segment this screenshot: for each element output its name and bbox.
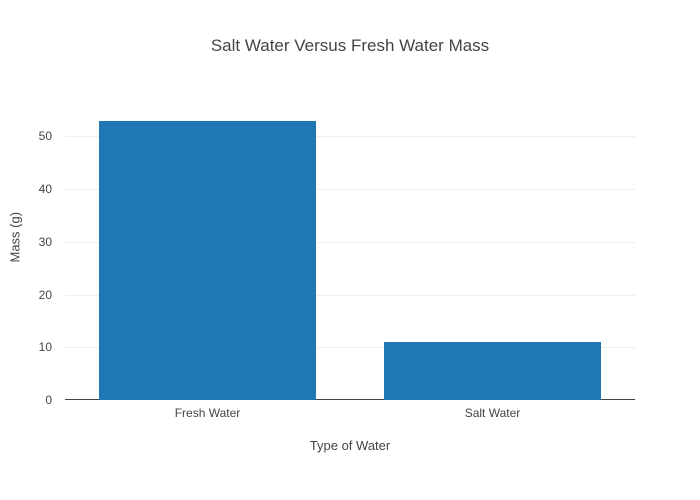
plot-area [65, 110, 635, 400]
bar[interactable] [384, 342, 601, 400]
x-axis-label: Type of Water [310, 438, 390, 453]
y-tick: 40 [39, 182, 52, 196]
chart-container: Salt Water Versus Fresh Water Mass Mass … [0, 0, 700, 500]
y-tick: 30 [39, 235, 52, 249]
y-tick: 0 [45, 393, 52, 407]
bar[interactable] [99, 121, 316, 400]
x-tick: Salt Water [465, 406, 521, 420]
chart-title: Salt Water Versus Fresh Water Mass [0, 36, 700, 56]
x-tick: Fresh Water [175, 406, 241, 420]
y-axis: 01020304050 [0, 110, 60, 400]
y-tick: 10 [39, 340, 52, 354]
y-tick: 50 [39, 129, 52, 143]
y-tick: 20 [39, 288, 52, 302]
